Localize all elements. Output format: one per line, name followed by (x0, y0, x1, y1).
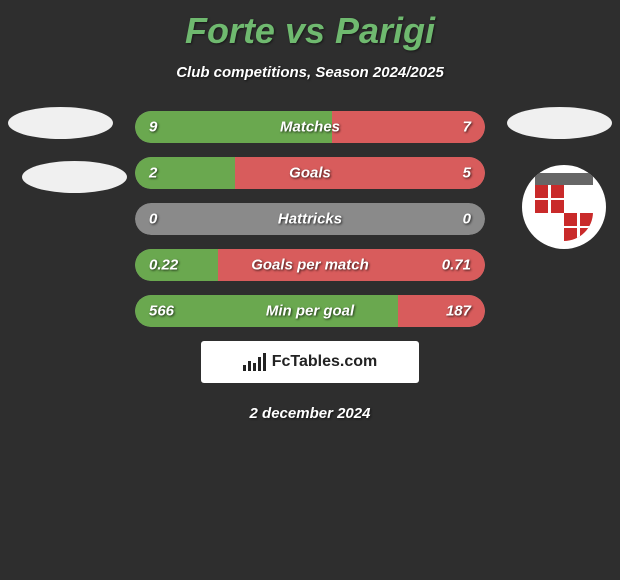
stat-label: Min per goal (266, 303, 354, 320)
stat-value-left: 566 (149, 303, 174, 320)
club-badge-right (522, 165, 606, 249)
subtitle: Club competitions, Season 2024/2025 (0, 64, 620, 81)
stat-row: 9 Matches 7 (135, 111, 485, 143)
stat-value-right: 0 (463, 211, 471, 228)
branding-box: FcTables.com (201, 341, 419, 383)
stat-value-left: 9 (149, 119, 157, 136)
club-badge-left (22, 161, 127, 193)
stat-row: 2 Goals 5 (135, 157, 485, 189)
branding-text: FcTables.com (272, 353, 378, 371)
stat-rows: 9 Matches 7 2 Goals 5 0 Hattricks 0 0.22 Goals per… (135, 111, 485, 327)
stat-label: Matches (280, 119, 340, 136)
shield-icon (535, 173, 593, 241)
stat-label: Hattricks (278, 211, 342, 228)
stat-value-left: 0.22 (149, 257, 178, 274)
stat-value-left: 2 (149, 165, 157, 182)
stat-row: 0 Hattricks 0 (135, 203, 485, 235)
stat-label: Goals (289, 165, 331, 182)
stat-row: 0.22 Goals per match 0.71 (135, 249, 485, 281)
page-title: Forte vs Parigi (0, 0, 620, 52)
bar-chart-icon (243, 353, 266, 371)
stat-value-right: 5 (463, 165, 471, 182)
comparison-area: 9 Matches 7 2 Goals 5 0 Hattricks 0 0.22 Goals per… (0, 111, 620, 422)
stat-value-right: 7 (463, 119, 471, 136)
stat-value-right: 187 (446, 303, 471, 320)
player-badge-left (8, 107, 113, 139)
player-badge-right (507, 107, 612, 139)
bar-right (235, 157, 485, 189)
stat-row: 566 Min per goal 187 (135, 295, 485, 327)
stat-value-right: 0.71 (442, 257, 471, 274)
stat-value-left: 0 (149, 211, 157, 228)
bar-right (398, 295, 485, 327)
date-text: 2 december 2024 (0, 405, 620, 422)
stat-label: Goals per match (251, 257, 369, 274)
